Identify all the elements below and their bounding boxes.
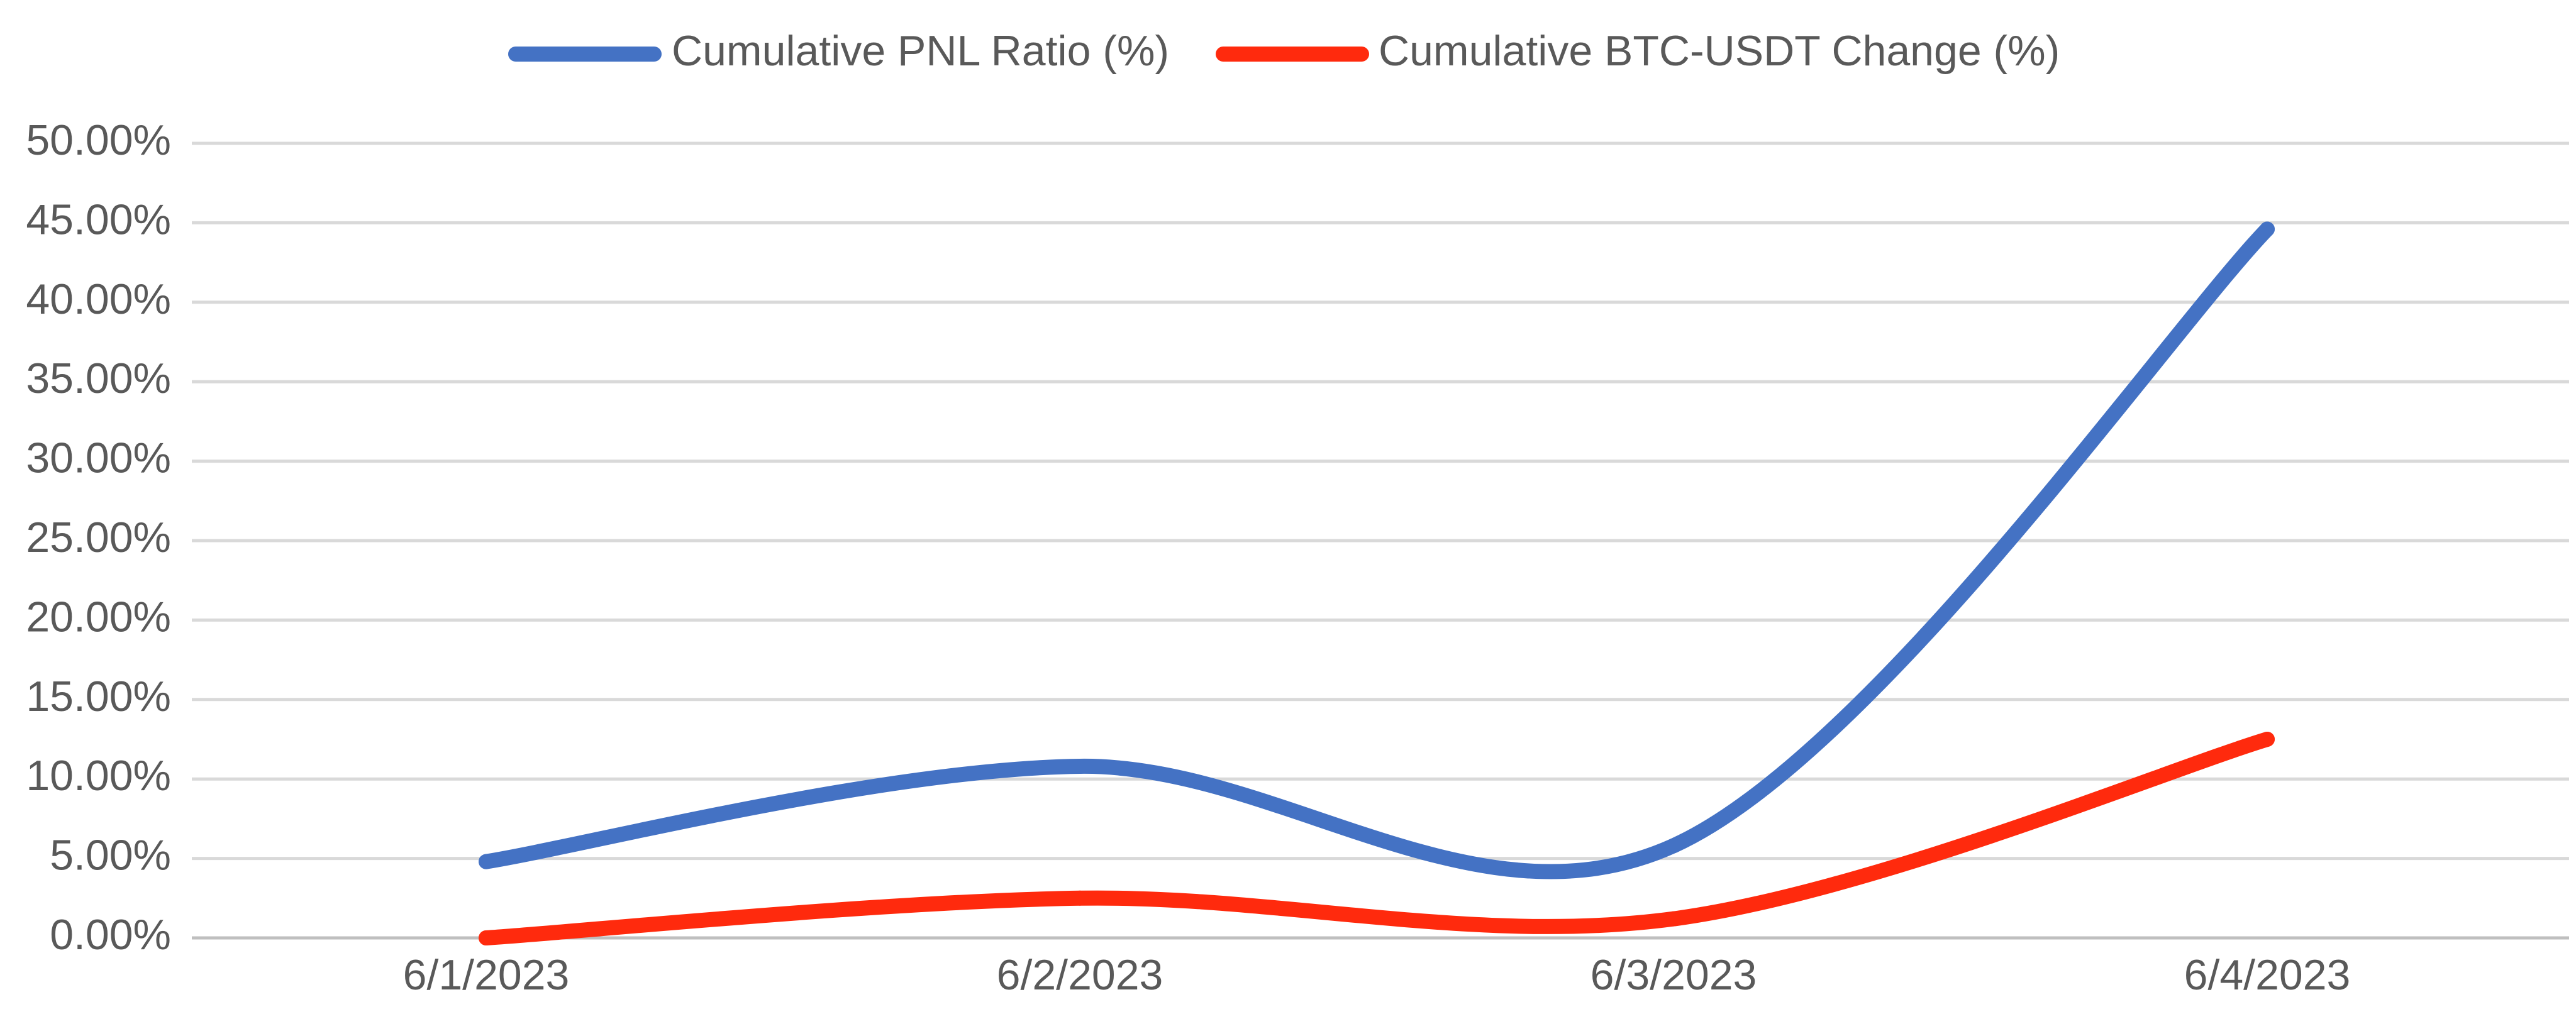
y-tick-label: 30.00% bbox=[26, 434, 171, 482]
y-tick-label: 0.00% bbox=[50, 911, 171, 959]
x-tick-label: 6/3/2023 bbox=[1591, 951, 1757, 999]
series-line-pnl-ratio bbox=[479, 221, 2275, 879]
y-tick-label: 35.00% bbox=[26, 355, 171, 402]
y-tick-label: 45.00% bbox=[26, 196, 171, 243]
y-tick-label: 10.00% bbox=[26, 752, 171, 800]
y-gridlines bbox=[192, 141, 2569, 940]
data-point bbox=[1666, 911, 1681, 927]
y-tick-label: 50.00% bbox=[26, 116, 171, 164]
y-axis-tick-labels: 0.00% 5.00% 10.00% 15.00% 20.00% 25.00% 30.00%… bbox=[26, 116, 171, 959]
chart-legend: Cumulative PNL Ratio (%) Cumulative BTC-… bbox=[508, 27, 2060, 75]
x-tick-label: 6/4/2023 bbox=[2184, 951, 2351, 999]
data-point bbox=[479, 854, 494, 869]
y-tick-label: 40.00% bbox=[26, 275, 171, 323]
legend-label-btc-usdt-change: Cumulative BTC-USDT Change (%) bbox=[1379, 27, 2060, 75]
data-point bbox=[2260, 221, 2275, 237]
data-point bbox=[1072, 890, 1087, 906]
y-tick-label: 5.00% bbox=[50, 832, 171, 879]
data-point bbox=[1072, 758, 1087, 774]
data-point bbox=[479, 930, 494, 945]
series-line-btc-usdt-change bbox=[479, 732, 2275, 945]
x-axis-tick-labels: 6/1/2023 6/2/2023 6/3/2023 6/4/2023 bbox=[403, 951, 2351, 999]
x-tick-label: 6/2/2023 bbox=[997, 951, 1163, 999]
series-lines bbox=[479, 221, 2275, 945]
legend-label-pnl-ratio: Cumulative PNL Ratio (%) bbox=[672, 27, 1169, 75]
x-tick-label: 6/1/2023 bbox=[403, 951, 570, 999]
y-tick-label: 15.00% bbox=[26, 673, 171, 720]
data-point bbox=[1666, 838, 1681, 854]
y-tick-label: 25.00% bbox=[26, 514, 171, 561]
y-tick-label: 20.00% bbox=[26, 593, 171, 641]
data-point bbox=[2260, 732, 2275, 747]
